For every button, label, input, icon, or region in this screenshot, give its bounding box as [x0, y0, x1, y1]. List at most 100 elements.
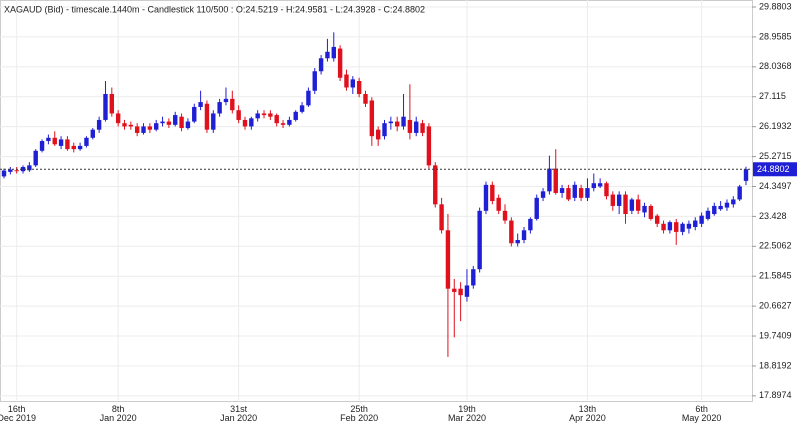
candle-body [173, 115, 178, 125]
candle-body [496, 197, 501, 211]
candle-body [84, 137, 89, 146]
candle-body [693, 220, 698, 228]
candle-body [39, 141, 45, 151]
y-tick-label: 19.7409 [759, 330, 792, 340]
last-price-label: 24.8802 [757, 164, 790, 174]
candle-body [33, 150, 38, 166]
candle-body [236, 110, 241, 120]
x-tick-label: 16th Dec 2019 [0, 404, 36, 423]
candle-body [667, 222, 673, 231]
candle-body [616, 194, 622, 206]
candle-body [471, 269, 476, 286]
candle-body [249, 118, 254, 127]
candle-body [141, 126, 146, 133]
candle-body [344, 74, 349, 88]
candle-body [318, 58, 324, 72]
candle-body [293, 111, 298, 120]
candle-body [261, 113, 267, 116]
candle-body [642, 205, 647, 213]
y-tick-label: 17.8974 [759, 390, 792, 400]
y-tick-label: 29.8803 [759, 1, 792, 11]
candle-body [65, 139, 70, 150]
candle-body [623, 194, 628, 215]
candle-body [578, 188, 584, 198]
y-tick-label: 26.1932 [759, 121, 792, 131]
candle-body [223, 98, 229, 103]
candle-body [737, 186, 742, 200]
candle-body [198, 102, 203, 107]
candle-body [509, 220, 514, 244]
candle-body [407, 119, 413, 133]
y-tick-label: 24.3497 [759, 181, 792, 191]
candle-body [185, 121, 191, 129]
candle-body [27, 165, 32, 171]
candle-body [179, 116, 184, 129]
candle-body [452, 288, 457, 292]
candle-body [325, 51, 330, 59]
candle-body [242, 119, 248, 127]
candle-body [356, 80, 362, 94]
x-tick-label: 19th Mar 2020 [447, 404, 486, 423]
candle-body [433, 165, 438, 205]
candle-body [280, 123, 286, 125]
candle-body [299, 105, 305, 112]
y-tick-label: 28.9585 [759, 31, 792, 41]
y-tick-label: 28.0368 [759, 61, 792, 71]
candle-body [166, 121, 172, 125]
candle-body [648, 205, 654, 219]
candle-body [20, 166, 26, 172]
candle-body [528, 218, 533, 231]
candle-body [635, 199, 641, 211]
candle-body [724, 202, 730, 208]
candle-body [255, 113, 260, 119]
candle-body [540, 191, 546, 198]
candle-body [521, 230, 527, 241]
candle-body [686, 223, 692, 229]
candle-body [534, 197, 539, 219]
candle-body [610, 194, 616, 206]
candle-body [680, 223, 685, 232]
candle-body [490, 184, 495, 202]
candle-body [211, 113, 216, 130]
candle-body [705, 210, 711, 219]
candle-body [547, 168, 552, 192]
candle-body [699, 215, 704, 224]
candle-body [604, 183, 609, 197]
candle-body [661, 223, 666, 231]
candle-body [483, 184, 489, 211]
candle-body [147, 126, 153, 130]
y-tick-label: 22.5062 [759, 241, 792, 251]
candle-body [274, 115, 279, 124]
x-tick-label: 25th Feb 2020 [340, 404, 379, 423]
last-price-box [753, 162, 797, 177]
candle-body [204, 103, 210, 130]
candle-body [230, 98, 235, 111]
candle-body [712, 205, 717, 215]
candle-body [553, 168, 558, 193]
candle-body [217, 102, 222, 114]
candle-body [458, 288, 463, 296]
candle-body [597, 183, 603, 187]
candle-body [58, 139, 64, 146]
candle-body [8, 169, 13, 172]
y-tick-label: 21.5845 [759, 271, 792, 281]
y-tick-label: 23.428 [759, 211, 787, 221]
candle-body [674, 222, 679, 232]
candle-body [312, 71, 317, 91]
candle-body [71, 145, 76, 150]
y-tick-label: 25.2715 [759, 151, 792, 161]
candle-body [160, 121, 165, 124]
x-tick-label: 6th May 2020 [681, 404, 722, 423]
candle-body [369, 100, 375, 137]
candle-body [287, 119, 292, 125]
grid [0, 0, 752, 400]
candle-body [90, 129, 95, 138]
candle-body [103, 93, 108, 120]
candle-body [128, 124, 134, 127]
x-tick-label: 13th Apr 2020 [569, 404, 606, 423]
candle-body [566, 188, 571, 200]
candle-body [401, 116, 406, 127]
candle-body [134, 126, 140, 133]
candle-body [96, 119, 102, 130]
candle-body [655, 215, 660, 224]
